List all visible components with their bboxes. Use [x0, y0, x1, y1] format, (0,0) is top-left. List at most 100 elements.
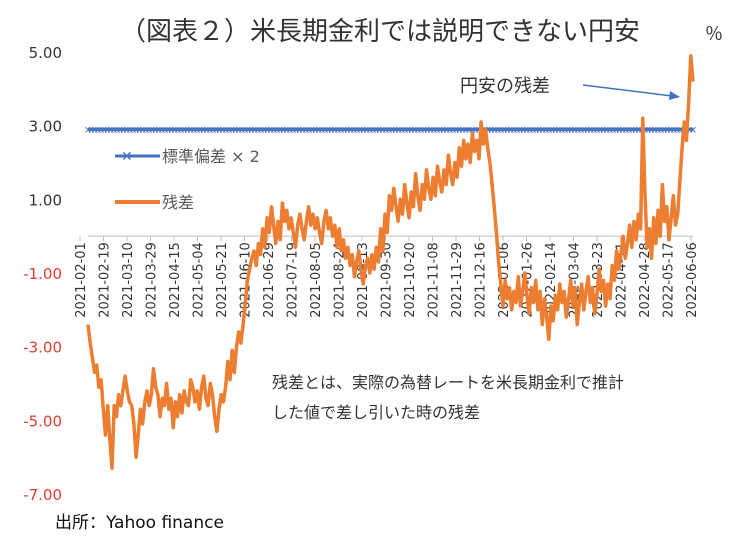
legend-resid-label: 残差	[162, 193, 194, 212]
std-dev-point: ✕	[657, 125, 665, 136]
std-dev-point: ✕	[529, 125, 537, 136]
std-dev-point: ✕	[570, 125, 578, 136]
std-dev-point: ✕	[209, 125, 217, 136]
std-dev-point: ✕	[647, 125, 655, 136]
std-dev-point: ✕	[199, 125, 207, 136]
std-dev-point: ✕	[337, 125, 345, 136]
std-dev-point: ✕	[132, 125, 140, 136]
std-dev-point: ✕	[170, 125, 178, 136]
std-dev-point: ✕	[180, 125, 188, 136]
std-dev-point: ✕	[234, 125, 242, 136]
std-dev-point: ✕	[142, 125, 150, 136]
std-dev-point: ✕	[90, 125, 98, 136]
std-dev-point: ✕	[660, 125, 668, 136]
std-dev-point: ✕	[676, 125, 684, 136]
std-dev-point: ✕	[439, 125, 447, 136]
unit-label: ％	[705, 24, 723, 45]
std-dev-point: ✕	[196, 125, 204, 136]
std-dev-point: ✕	[625, 125, 633, 136]
x-tick-label: 2021-08-05	[309, 242, 324, 318]
std-dev-point: ✕	[602, 125, 610, 136]
std-dev-point: ✕	[343, 125, 351, 136]
std-dev-point: ✕	[666, 125, 674, 136]
std-dev-point: ✕	[465, 125, 473, 136]
std-dev-point: ✕	[538, 125, 546, 136]
std-dev-point: ✕	[359, 125, 367, 136]
std-dev-point: ✕	[631, 125, 639, 136]
annotation-arrowhead-icon	[669, 91, 680, 100]
x-tick-label: 2021-05-21	[215, 242, 230, 318]
std-dev-point: ✕	[321, 125, 329, 136]
std-dev-point: ✕	[378, 125, 386, 136]
std-dev-point: ✕	[135, 125, 143, 136]
std-dev-point: ✕	[516, 125, 524, 136]
std-dev-point: ✕	[519, 125, 527, 136]
std-dev-point: ✕	[494, 125, 502, 136]
x-tick-label: 2021-04-15	[168, 242, 183, 318]
std-dev-point: ✕	[497, 125, 505, 136]
plot-area: ✕✕✕✕✕✕✕✕✕✕✕✕✕✕✕✕✕✕✕✕✕✕✕✕✕✕✕✕✕✕✕✕✕✕✕✕✕✕✕✕…	[84, 53, 697, 470]
annotation-arrow	[582, 84, 673, 97]
x-axis: 2021-02-01 2021-02-19 2021-03-10 2021-03-29…	[74, 235, 700, 318]
std-dev-point: ✕	[126, 125, 134, 136]
std-dev-point: ✕	[618, 125, 626, 136]
std-dev-point: ✕	[129, 125, 137, 136]
std-dev-point: ✕	[609, 125, 617, 136]
std-dev-point: ✕	[106, 125, 114, 136]
std-dev-point: ✕	[382, 125, 390, 136]
std-dev-point: ✕	[449, 125, 457, 136]
std-dev-point: ✕	[417, 125, 425, 136]
std-dev-point: ✕	[394, 125, 402, 136]
std-dev-point: ✕	[298, 125, 306, 136]
std-dev-point: ✕	[686, 125, 694, 136]
x-tick-label: 2021-03-10	[121, 242, 136, 318]
std-dev-point: ✕	[154, 125, 162, 136]
chart-title: （図表２）米長期金利では説明できない円安	[120, 17, 640, 47]
y-tick-label: 5.00	[29, 44, 62, 62]
std-dev-point: ✕	[414, 125, 422, 136]
x-tick-label: 2022-04-28	[638, 242, 653, 318]
std-dev-point: ✕	[308, 125, 316, 136]
std-dev-point: ✕	[474, 125, 482, 136]
std-dev-point: ✕	[327, 125, 335, 136]
std-dev-point: ✕	[270, 125, 278, 136]
std-dev-point: ✕	[282, 125, 290, 136]
std-dev-point: ✕	[330, 125, 338, 136]
std-dev-point: ✕	[583, 125, 591, 136]
x-tick-label: 2021-07-19	[286, 242, 301, 318]
y-tick-label: -5.00	[23, 412, 62, 430]
x-tick-label: 2021-11-29	[450, 242, 465, 318]
std-dev-point: ✕	[615, 125, 623, 136]
legend-std-marker-icon: ✕	[121, 149, 133, 165]
x-tick-label: 2022-05-17	[662, 242, 677, 318]
std-dev-point: ✕	[366, 125, 374, 136]
std-dev-point: ✕	[423, 125, 431, 136]
std-dev-point: ✕	[404, 125, 412, 136]
std-dev-point: ✕	[372, 125, 380, 136]
std-dev-point: ✕	[542, 125, 550, 136]
std-dev-point: ✕	[151, 125, 159, 136]
std-dev-point: ✕	[257, 125, 265, 136]
std-dev-point: ✕	[110, 125, 118, 136]
note-line-2: した値で差し引いた時の残差	[272, 403, 480, 422]
x-tick-label: 2021-05-04	[192, 242, 207, 318]
x-tick-label: 2021-02-01	[74, 242, 89, 318]
std-dev-point: ✕	[545, 125, 553, 136]
std-dev-point: ✕	[177, 125, 185, 136]
std-dev-point: ✕	[241, 125, 249, 136]
std-dev-point: ✕	[433, 125, 441, 136]
std-dev-point: ✕	[426, 125, 434, 136]
legend-std-label: 標準偏差 × 2	[162, 147, 260, 166]
std-dev-point: ✕	[446, 125, 454, 136]
std-dev-point: ✕	[311, 125, 319, 136]
std-dev-point: ✕	[183, 125, 191, 136]
std-dev-point: ✕	[276, 125, 284, 136]
std-dev-point: ✕	[580, 125, 588, 136]
y-tick-label: -1.00	[23, 265, 62, 283]
std-dev-point: ✕	[263, 125, 271, 136]
x-tick-label: 2021-08-24	[333, 242, 348, 318]
std-dev-point: ✕	[650, 125, 658, 136]
std-dev-point: ✕	[238, 125, 246, 136]
std-dev-point: ✕	[212, 125, 220, 136]
